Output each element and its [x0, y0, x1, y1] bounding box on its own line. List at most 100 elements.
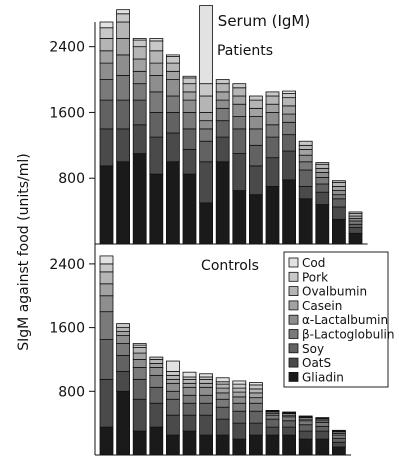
- bar-segment-ovalbumin: [331, 181, 346, 187]
- bar-segment-cod: [182, 371, 197, 378]
- bar-segment-cod: [165, 54, 180, 57]
- bar-segment-pork: [348, 211, 363, 214]
- bar-segment-lactalbumin: [248, 397, 263, 404]
- bar-segment-oats: [298, 430, 313, 440]
- bar-segment-cod: [232, 380, 247, 385]
- bar-segment-soy: [331, 437, 346, 443]
- bar-segment-ovalbumin: [149, 359, 164, 364]
- bar-segment-lactalbumin: [232, 396, 247, 404]
- bar-segment-pork: [149, 40, 164, 52]
- bar-segment-lactalbumin: [149, 75, 164, 93]
- bar-segment-cod: [165, 360, 180, 372]
- bar-segment-pork: [99, 263, 114, 273]
- bar-segment-pork: [315, 162, 330, 165]
- bar-segment-pork: [331, 180, 346, 183]
- bar-segment-pork: [232, 83, 247, 89]
- bar-segment-lactalbumin: [132, 359, 147, 368]
- bar-segment-gliadin: [315, 204, 330, 245]
- bar-segment-oats: [215, 136, 230, 163]
- patients-panel: 800 1600 2400: [49, 5, 368, 245]
- bar-segment-gliadin: [99, 165, 114, 245]
- bar-segment-soy: [182, 128, 197, 150]
- bar-segment-casein: [132, 352, 147, 360]
- bar-segment-oats: [116, 128, 130, 163]
- bar-segment-oats: [331, 441, 346, 448]
- bar-segment-soy: [182, 402, 197, 416]
- bar-segment-casein: [149, 62, 164, 76]
- legend: CodPorkOvalbuminCaseinα-Lactalbuminβ-Lac…: [283, 251, 394, 388]
- bar-segment-gliadin: [116, 161, 130, 245]
- bar-segment-oats: [348, 227, 363, 234]
- bar-segment-lactoglobulin: [149, 91, 164, 113]
- bar-segment-lactoglobulin: [116, 75, 130, 101]
- bar-segment-soy: [199, 402, 214, 416]
- bar-segment-lactalbumin: [315, 172, 330, 178]
- bar-segment-lactoglobulin: [315, 421, 330, 427]
- panel-title-controls: Controls: [201, 258, 259, 274]
- bar-segment-casein: [215, 387, 230, 394]
- bar-segment-oats: [199, 161, 214, 204]
- bar-segment-ovalbumin: [232, 387, 247, 393]
- bar-segment-pork: [282, 411, 297, 414]
- legend-label: β-Lactoglobulin: [302, 328, 394, 342]
- bar-segment-gliadin: [298, 198, 313, 245]
- bar-segment-lactalbumin: [199, 386, 214, 396]
- bar-segment-cod: [215, 377, 230, 383]
- bar-segment-casein: [182, 91, 197, 101]
- legend-label: Pork: [302, 270, 328, 284]
- bar-segment-oats: [315, 430, 330, 440]
- bar-segment-casein: [248, 107, 263, 117]
- bar-segment-oats: [165, 414, 180, 436]
- y-tick-label: 800: [58, 384, 85, 400]
- bar-segment-lactalbumin: [99, 295, 114, 313]
- bar-segment-gliadin: [215, 434, 230, 456]
- bar-segment-lactoglobulin: [331, 194, 346, 200]
- bar-segment-casein: [199, 112, 214, 122]
- bar-segment-gliadin: [248, 194, 263, 245]
- bar-segment-gliadin: [265, 186, 280, 245]
- bar-segment-gliadin: [199, 202, 214, 245]
- bar-segment-soy: [199, 140, 214, 163]
- bar-segment-pork: [199, 83, 214, 97]
- bar-segment-lactoglobulin: [248, 402, 263, 412]
- bar-segment-pork: [248, 384, 263, 390]
- legend-label: Soy: [302, 342, 324, 356]
- bar-segment-lactoglobulin: [132, 83, 147, 101]
- bar-segment-pork: [248, 95, 263, 101]
- bar-segment-gliadin: [149, 173, 164, 245]
- bar-segment-oats: [298, 186, 313, 200]
- legend-swatch: [288, 371, 299, 382]
- bar-segment-oats: [116, 370, 130, 392]
- bar-segment-lactalbumin: [215, 392, 230, 400]
- y-tick-label: 800: [58, 171, 85, 187]
- bar-segment-lactoglobulin: [182, 394, 197, 404]
- bar-segment-oats: [215, 418, 230, 436]
- legend-swatch: [288, 329, 299, 339]
- bar-segment-oats: [265, 426, 280, 436]
- legend-swatch: [288, 357, 299, 368]
- bar-segment-ovalbumin: [116, 327, 130, 332]
- bar-segment-lactoglobulin: [165, 95, 180, 113]
- bar-segment-lactoglobulin: [298, 161, 313, 171]
- bar-segment-casein: [215, 91, 230, 101]
- bar-segment-lactalbumin: [182, 386, 197, 396]
- bar-segment-lactoglobulin: [282, 416, 297, 422]
- bar-segment-ovalbumin: [132, 46, 147, 60]
- bar-segment-ovalbumin: [99, 38, 114, 52]
- legend-label: Ovalbumin: [302, 285, 367, 299]
- bar-segment-lactoglobulin: [282, 121, 297, 136]
- bar-segment-soy: [348, 223, 363, 228]
- bar-segment-gliadin: [165, 434, 180, 456]
- bar-segment-pork: [232, 383, 247, 389]
- bar-segment-ovalbumin: [99, 271, 114, 285]
- bar-segment-lactalbumin: [232, 103, 247, 117]
- bar-segment-pork: [298, 415, 313, 418]
- bar-segment-ovalbumin: [215, 383, 230, 389]
- bar-segment-soy: [215, 406, 230, 420]
- bar-segment-oats: [99, 128, 114, 167]
- bar-segment-pork: [215, 79, 230, 85]
- bar-segment-gliadin: [132, 153, 147, 245]
- bar-segment-ovalbumin: [298, 144, 313, 150]
- bar-segment-ovalbumin: [215, 83, 230, 93]
- bar-segment-casein: [132, 58, 147, 72]
